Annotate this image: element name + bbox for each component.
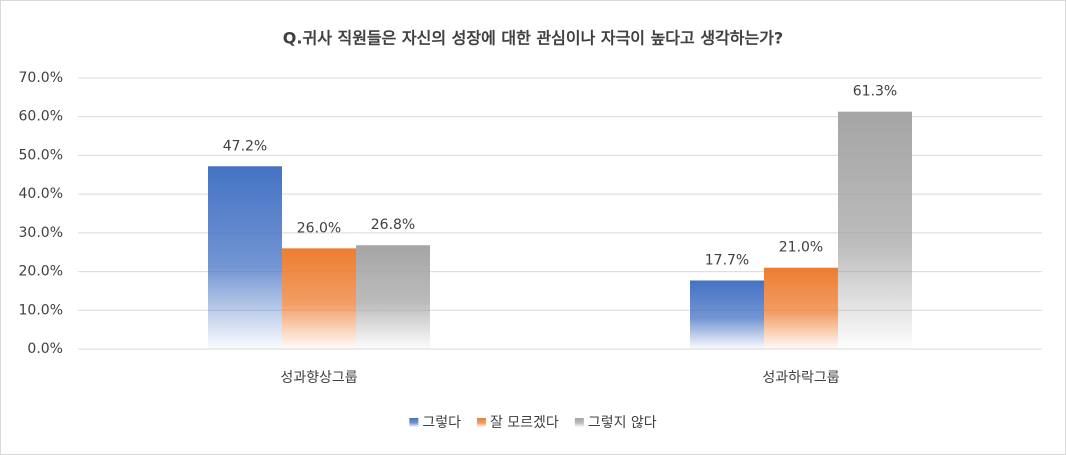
- bar: [356, 245, 430, 349]
- legend-swatch: [476, 418, 486, 427]
- data-label: 21.0%: [779, 240, 823, 256]
- x-tick-label: 성과향상그룹: [280, 370, 357, 386]
- legend-label: 그렇다: [422, 415, 461, 431]
- bar: [690, 280, 764, 349]
- bar: [208, 166, 282, 349]
- y-tick-label: 20.0%: [19, 264, 63, 280]
- bar: [764, 267, 838, 349]
- legend-label: 잘 모르겠다: [490, 415, 559, 431]
- legend-swatch: [574, 418, 584, 427]
- y-tick-label: 40.0%: [19, 186, 63, 202]
- legend-label: 그렇지 않다: [588, 415, 657, 431]
- x-tick-label: 성과하락그룹: [762, 370, 839, 386]
- y-tick-label: 50.0%: [19, 147, 63, 163]
- y-tick-label: 0.0%: [27, 341, 63, 357]
- y-tick-label: 60.0%: [19, 109, 63, 125]
- data-label: 47.2%: [223, 138, 267, 154]
- y-tick-label: 10.0%: [19, 302, 63, 318]
- data-label: 26.0%: [297, 220, 341, 236]
- chart-title: Q.귀사 직원들은 자신의 성장에 대한 관심이나 자극이 높다고 생각하는가?: [283, 29, 783, 48]
- y-tick-label: 30.0%: [19, 225, 63, 241]
- legend-swatch: [409, 418, 419, 427]
- bar: [282, 248, 356, 349]
- bar: [838, 111, 912, 349]
- data-label: 17.7%: [705, 252, 749, 268]
- y-tick-label: 70.0%: [19, 70, 63, 86]
- data-label: 26.8%: [371, 217, 415, 233]
- data-label: 61.3%: [853, 84, 897, 100]
